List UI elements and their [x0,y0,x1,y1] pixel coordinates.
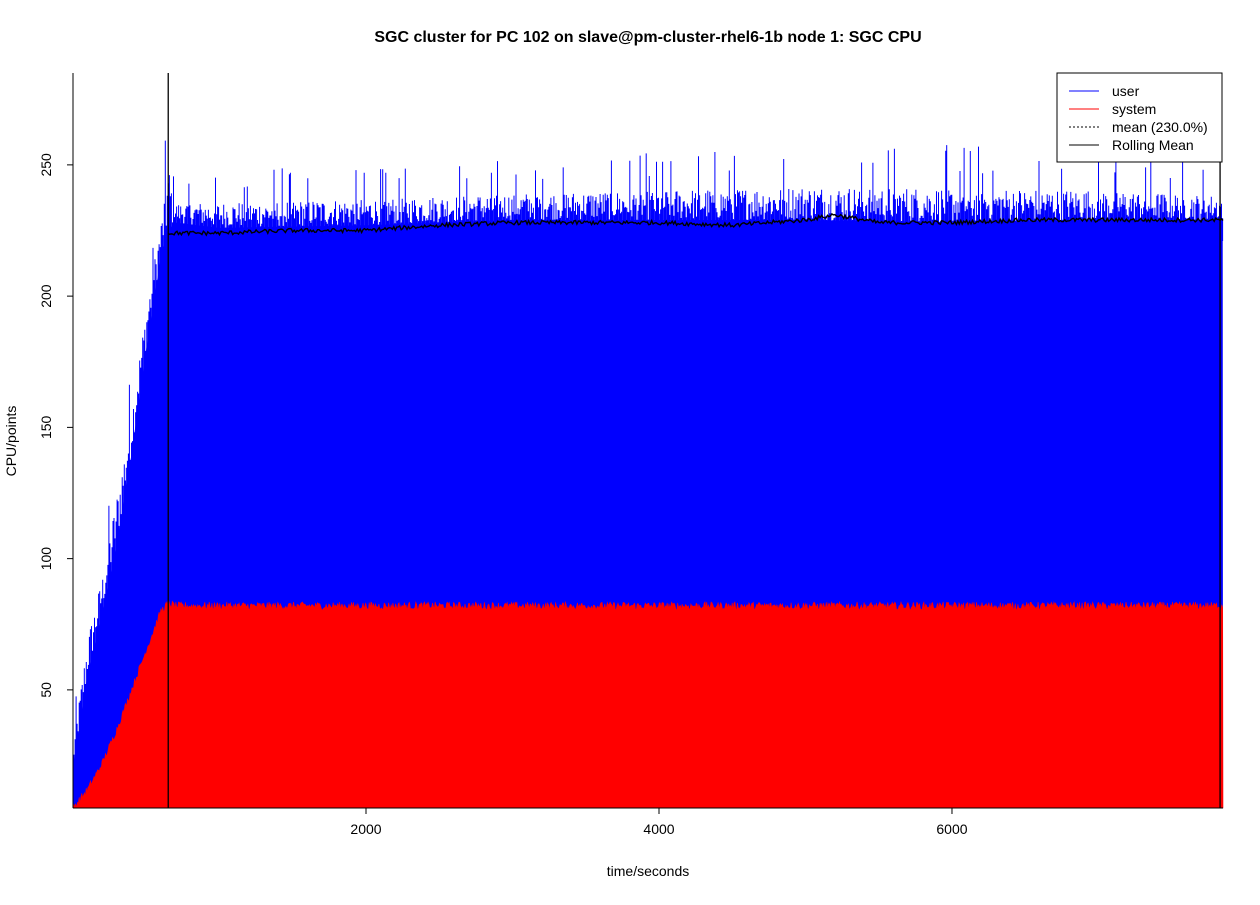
y-tick-label: 150 [38,415,54,439]
legend-label: Rolling Mean [1112,137,1194,153]
y-axis-label: CPU/points [3,406,19,477]
x-tick-label: 4000 [643,821,674,837]
chart-title: SGC cluster for PC 102 on slave@pm-clust… [374,29,921,46]
x-tick-label: 6000 [936,821,967,837]
legend-label: mean (230.0%) [1112,119,1208,135]
legend-box [1056,72,1223,163]
y-tick-label: 200 [38,284,54,308]
system-series-area [72,599,1224,809]
y-tick-label: 100 [38,547,54,571]
y-tick-label: 50 [38,682,54,698]
legend-label: user [1112,83,1140,99]
plot-area [72,73,1224,809]
rolling-mean-line [167,213,1224,237]
axes: 2000 4000 6000 50 100 150 200 250 [38,73,1223,837]
legend-label: system [1112,101,1156,117]
y-tick-label: 250 [38,153,54,177]
x-tick-label: 2000 [350,821,381,837]
legend: user system mean (230.0%) Rolling Mean [1056,72,1223,163]
x-axis-label: time/seconds [607,863,689,879]
